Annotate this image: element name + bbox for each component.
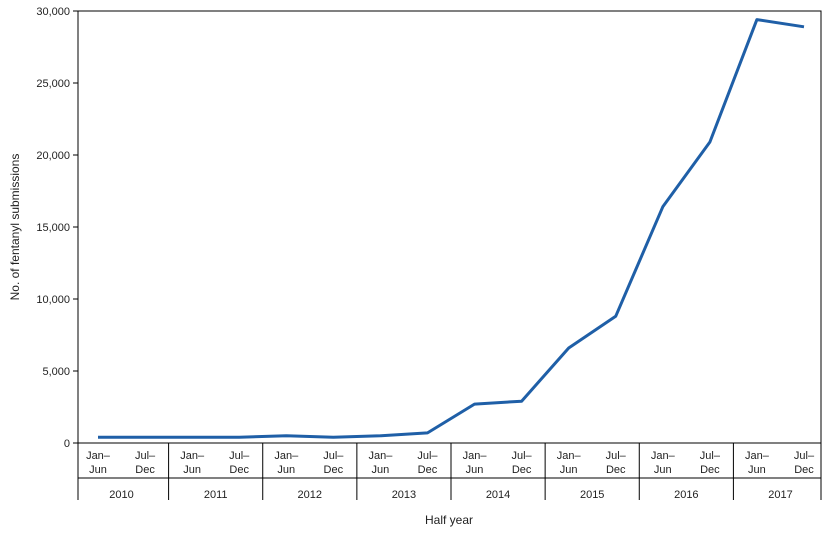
series-line [98, 18, 805, 439]
x-tick-label: Dec [229, 464, 249, 476]
x-tick-label: Jan– [745, 450, 770, 462]
x-tick-label: Jun [560, 464, 578, 476]
x-tick-label: Jul– [606, 450, 627, 462]
x-tick-label: Jun [654, 464, 672, 476]
x-tick-label: Dec [700, 464, 720, 476]
x-tick-label: Jul– [135, 450, 156, 462]
plot-frame [77, 10, 822, 444]
year-label: 2011 [204, 489, 228, 501]
year-labels: 2010 2011 2012 2013 2014 2015 2016 2017 [109, 443, 793, 501]
x-tick-label: Jun [183, 464, 201, 476]
x-tick-labels: Jan– Jun Jul– Dec Jan– Jun Jul– Dec Jan– Jun Jul– D… [86, 450, 815, 476]
x-tick-label: Jan– [274, 450, 299, 462]
x-tick-label: Dec [135, 464, 155, 476]
x-tick-label: Jul– [700, 450, 721, 462]
x-tick-label: Jun [372, 464, 390, 476]
year-label: 2010 [109, 489, 133, 501]
x-axis-title: Half year [425, 513, 473, 527]
x-tick-label: Dec [418, 464, 438, 476]
axes [77, 10, 822, 500]
year-label: 2017 [768, 489, 792, 501]
x-tick-label: Jul– [229, 450, 250, 462]
x-tick-label: Jun [748, 464, 766, 476]
y-tick-label: 15,000 [36, 222, 70, 234]
y-tick-label: 25,000 [36, 78, 70, 90]
year-label: 2016 [674, 489, 698, 501]
x-tick-label: Dec [512, 464, 532, 476]
x-tick-label: Jun [89, 464, 107, 476]
y-ticks: 0 5,000 10,000 15,000 20,000 25,000 30,000 [36, 6, 78, 450]
x-tick-label: Dec [606, 464, 626, 476]
x-tick-label: Jul– [417, 450, 438, 462]
y-tick-label: 5,000 [42, 366, 70, 378]
x-tick-label: Dec [794, 464, 814, 476]
x-tick-label: Jan– [463, 450, 488, 462]
y-axis-title: No. of fentanyl submissions [8, 154, 22, 301]
x-tick-label: Jun [466, 464, 484, 476]
y-tick-label: 10,000 [36, 294, 70, 306]
x-tick-label: Jan– [368, 450, 393, 462]
x-tick-label: Jul– [512, 450, 533, 462]
x-tick-label: Jul– [794, 450, 815, 462]
y-tick-label: 30,000 [36, 6, 70, 18]
year-label: 2015 [580, 489, 604, 501]
x-tick-label: Jan– [557, 450, 582, 462]
year-label: 2012 [298, 489, 322, 501]
x-tick-label: Jul– [323, 450, 344, 462]
x-tick-label: Jan– [651, 450, 676, 462]
x-tick-label: Jun [277, 464, 295, 476]
x-tick-label: Jan– [86, 450, 111, 462]
y-tick-label: 0 [64, 438, 70, 450]
year-label: 2013 [392, 489, 416, 501]
year-label: 2014 [486, 489, 510, 501]
x-tick-label: Jan– [180, 450, 205, 462]
x-tick-label: Dec [324, 464, 344, 476]
y-tick-label: 20,000 [36, 150, 70, 162]
